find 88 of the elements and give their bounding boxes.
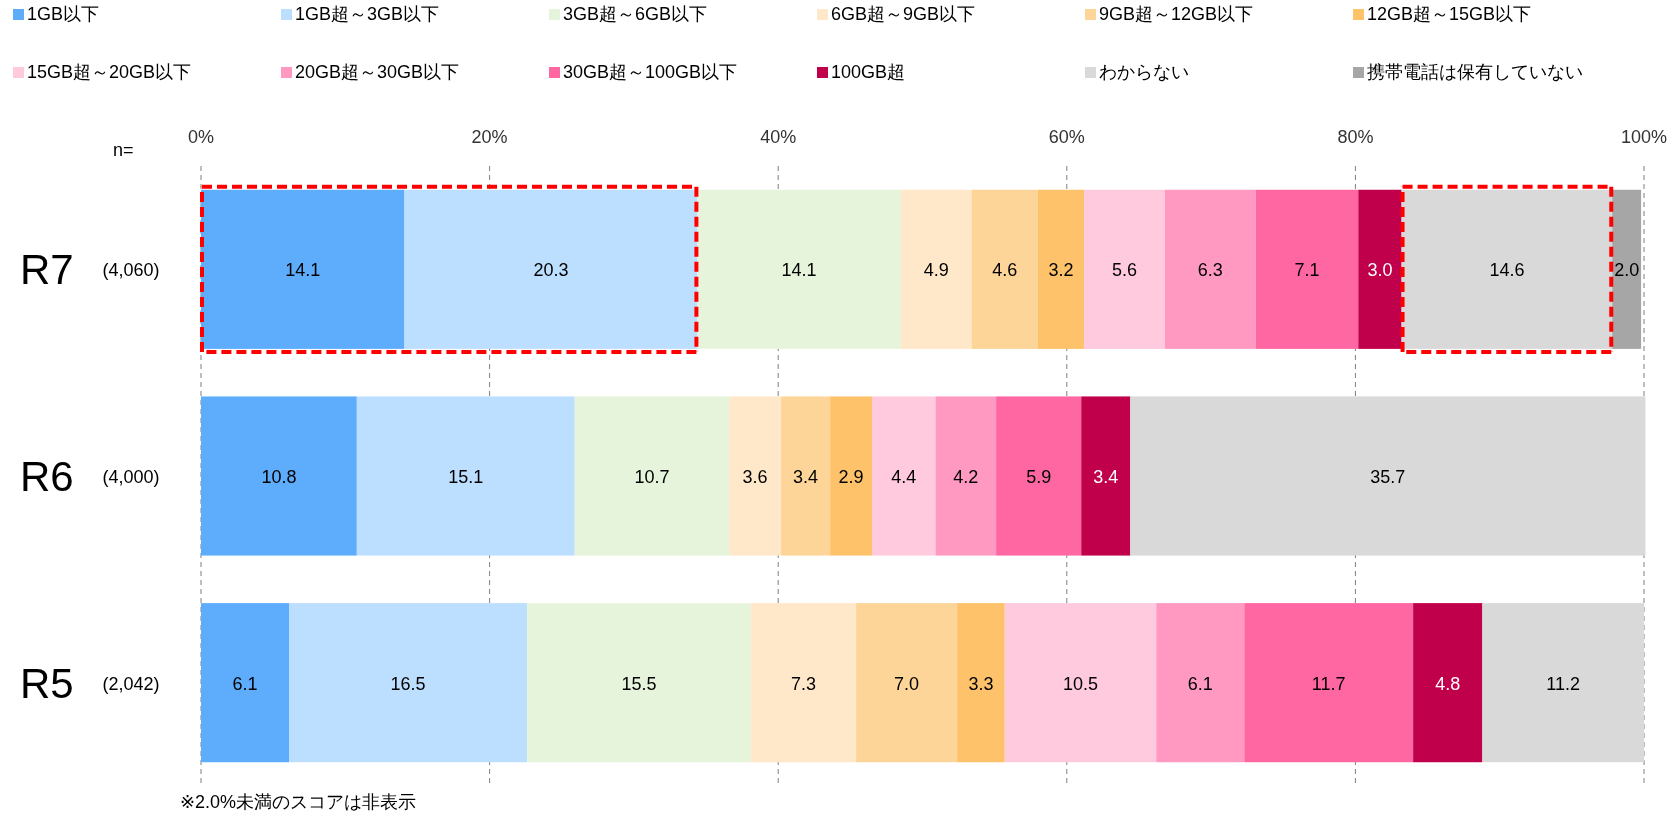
text: (2,042) [102, 673, 160, 694]
data-label: 20.3 [533, 260, 569, 281]
text: (4,060) [102, 260, 160, 281]
data-label: 15.5 [621, 673, 657, 694]
data-label: 3.3 [968, 673, 994, 694]
bar [830, 396, 872, 556]
bar [201, 396, 357, 556]
bar [1156, 603, 1245, 763]
legend-label: 1GB以下 [27, 4, 100, 24]
bar [750, 603, 857, 763]
data-label: 4.9 [923, 260, 949, 281]
bar [201, 603, 290, 763]
bar [1081, 396, 1131, 556]
legend-label: 1GB超～3GB以下 [295, 4, 440, 24]
data-label: 3.2 [1048, 260, 1074, 281]
bar [574, 396, 730, 556]
bar [289, 603, 528, 763]
y-tick-label: R5 [20, 659, 74, 707]
text: n= [113, 140, 134, 160]
x-tick-label: 20% [471, 127, 508, 147]
data-label: 3.4 [793, 467, 819, 487]
legend-label: 15GB超～20GB以下 [27, 62, 192, 82]
legend-label: 9GB超～12GB以下 [1099, 4, 1254, 24]
data-label: 10.5 [1062, 673, 1099, 694]
x-tick-label: 100% [1620, 127, 1668, 147]
bar [996, 396, 1082, 556]
data-label: 6.3 [1197, 260, 1223, 281]
x-tick-label: 80% [1337, 127, 1374, 147]
data-label: 2.9 [838, 467, 864, 487]
data-label: 10.8 [261, 467, 297, 487]
data-label: 4.8 [1435, 673, 1461, 694]
x-tick-label: 40% [760, 127, 797, 147]
x-tick-label: 0% [187, 127, 215, 147]
data-label: 7.0 [894, 673, 920, 694]
legend-label: 携帯電話は保有していない [1367, 62, 1583, 82]
bar [1413, 603, 1483, 763]
bar [1084, 189, 1165, 349]
bar [356, 396, 575, 556]
bar [856, 603, 958, 763]
legend-label: 20GB超～30GB以下 [295, 62, 460, 82]
data-label: 5.6 [1112, 260, 1138, 281]
legend-label: 30GB超～100GB以下 [563, 62, 738, 82]
bar [900, 189, 972, 349]
legend-label: 3GB超～6GB以下 [563, 4, 708, 24]
data-label: 14.1 [285, 260, 321, 281]
data-label: 4.2 [953, 467, 979, 487]
bar [1244, 603, 1414, 763]
text: (4,000) [102, 467, 160, 487]
bar [1482, 603, 1644, 763]
data-label: 10.7 [634, 467, 670, 487]
data-label: 5.9 [1026, 467, 1052, 487]
bar [1164, 189, 1256, 349]
data-label: 7.3 [790, 673, 816, 694]
data-label: 11.2 [1546, 673, 1581, 694]
data-label: 3.0 [1367, 260, 1393, 281]
bar [935, 396, 997, 556]
data-label: 6.1 [232, 673, 258, 694]
legend-label: わからない [1099, 62, 1189, 82]
data-label: 11.7 [1311, 673, 1346, 694]
legend-label: 6GB超～9GB以下 [831, 4, 976, 24]
data-label: 4.4 [891, 467, 917, 487]
legend-label: 100GB超 [831, 62, 906, 82]
y-tick-label: R6 [20, 453, 74, 500]
data-label: 2.0 [1614, 260, 1640, 281]
data-label: 14.6 [1489, 260, 1525, 281]
x-tick-label: 60% [1048, 127, 1085, 147]
text: ※2.0%未満のスコアは非表示 [180, 792, 417, 812]
bar [781, 396, 831, 556]
bar [1004, 603, 1157, 763]
bar [1255, 189, 1359, 349]
bar [527, 603, 751, 763]
data-label: 35.7 [1370, 467, 1406, 487]
bar [729, 396, 782, 556]
bar [971, 189, 1038, 349]
data-label: 4.6 [992, 260, 1018, 281]
legend-label: 12GB超～15GB以下 [1367, 4, 1532, 24]
y-tick-label: R7 [20, 246, 74, 294]
data-label: 3.6 [742, 467, 768, 487]
bar [872, 396, 936, 556]
bar [957, 603, 1005, 763]
bar [1037, 189, 1085, 349]
data-label: 14.1 [781, 260, 817, 281]
bar [1130, 396, 1646, 556]
data-label: 16.5 [390, 673, 426, 694]
data-label: 6.1 [1187, 673, 1213, 694]
data-label: 15.1 [448, 467, 484, 487]
data-label: 7.1 [1294, 260, 1320, 281]
data-label: 3.4 [1093, 467, 1119, 487]
